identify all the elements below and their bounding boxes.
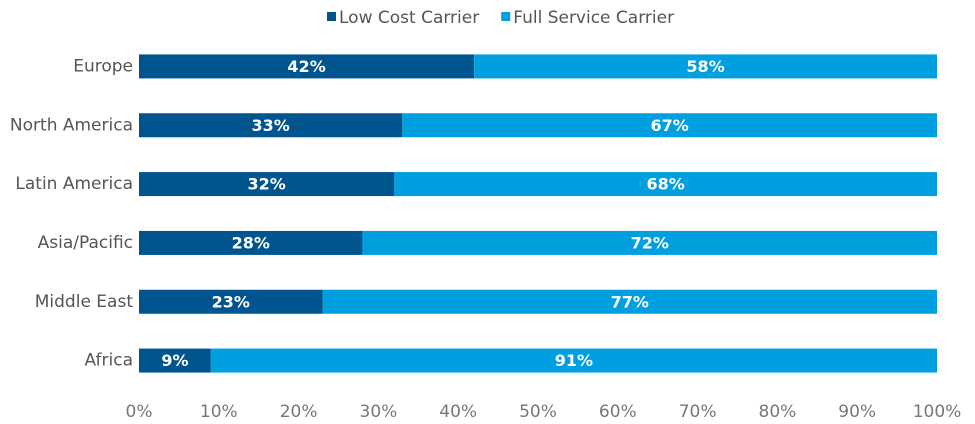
legend-swatch (501, 12, 511, 21)
x-tick-label: 0% (126, 402, 153, 422)
data-label: 23% (212, 292, 250, 311)
bar-segment (474, 54, 937, 79)
data-label: 58% (686, 57, 724, 76)
data-label: 68% (647, 175, 685, 194)
data-label: 32% (248, 175, 286, 194)
data-label: 91% (555, 351, 593, 370)
y-tick-label: Africa (85, 351, 134, 371)
y-tick-label: Europe (73, 56, 133, 76)
bar-segment (139, 113, 403, 138)
legend-label: Full Service Carrier (513, 8, 674, 28)
data-label: 9% (161, 351, 188, 370)
x-tick-label: 30% (360, 402, 398, 422)
y-tick-label: Middle East (35, 292, 134, 312)
bar-segment (394, 172, 937, 197)
y-tick-label: Latin America (15, 174, 133, 194)
bar-segment (362, 230, 937, 255)
bar-segment (402, 113, 938, 138)
x-tick-label: 40% (439, 402, 477, 422)
data-label: 77% (611, 292, 649, 311)
bar-segment (139, 230, 363, 255)
x-tick-label: 90% (838, 402, 876, 422)
bar-segment (210, 348, 937, 373)
x-tick-label: 70% (679, 402, 717, 422)
data-label: 67% (651, 116, 689, 135)
y-tick-label: Asia/Pacific (38, 233, 133, 253)
x-tick-label: 80% (759, 402, 797, 422)
data-label: 28% (232, 233, 270, 252)
x-tick-label: 50% (519, 402, 557, 422)
bar-segment (139, 348, 211, 373)
data-label: 42% (287, 57, 325, 76)
data-label: 33% (252, 116, 290, 135)
data-label: 72% (631, 233, 669, 252)
bar-segment (139, 54, 475, 79)
x-tick-label: 10% (200, 402, 238, 422)
x-tick-label: 60% (599, 402, 637, 422)
bar-segment (139, 172, 395, 197)
legend-label: Low Cost Carrier (339, 8, 479, 28)
legend-swatch (327, 12, 336, 21)
x-tick-label: 100% (913, 402, 962, 422)
bar-segment (322, 289, 937, 314)
bar-segment (139, 289, 323, 314)
x-tick-label: 20% (280, 402, 318, 422)
y-tick-label: North America (10, 115, 133, 135)
